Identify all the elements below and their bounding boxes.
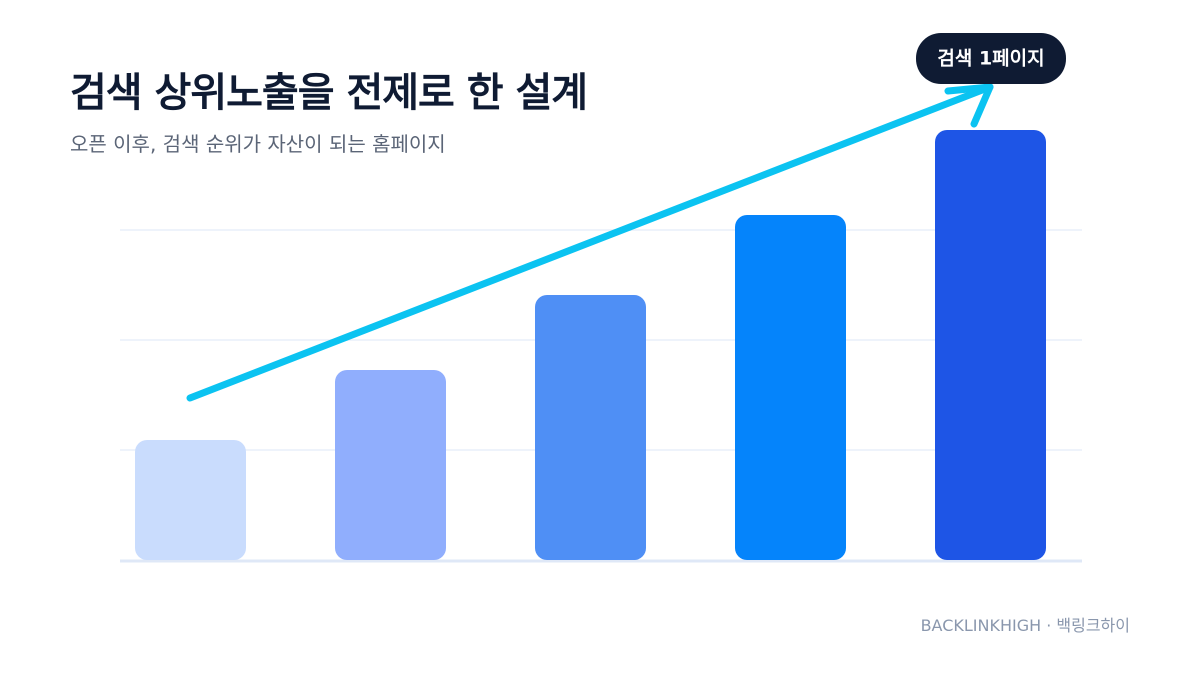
trend-arrow [186, 83, 994, 402]
bar [935, 130, 1046, 560]
trend-arrowhead [944, 83, 994, 128]
bar [335, 370, 446, 560]
bar [735, 215, 846, 560]
annotation-badge: 검색 1페이지 [916, 33, 1066, 84]
bar [535, 295, 646, 560]
page-title: 검색 상위노출을 전제로 한 설계 [70, 70, 588, 116]
bars [135, 130, 1046, 560]
trend-line [186, 83, 994, 402]
bar [135, 440, 246, 560]
annotation-badge-label: 검색 1페이지 [937, 48, 1044, 70]
brand-footer: BACKLINKHIGH · 백링크하이 [920, 616, 1130, 635]
annotation-badge-background [916, 33, 1066, 84]
page-subtitle: 오픈 이후, 검색 순위가 자산이 되는 홈페이지 [70, 132, 446, 156]
